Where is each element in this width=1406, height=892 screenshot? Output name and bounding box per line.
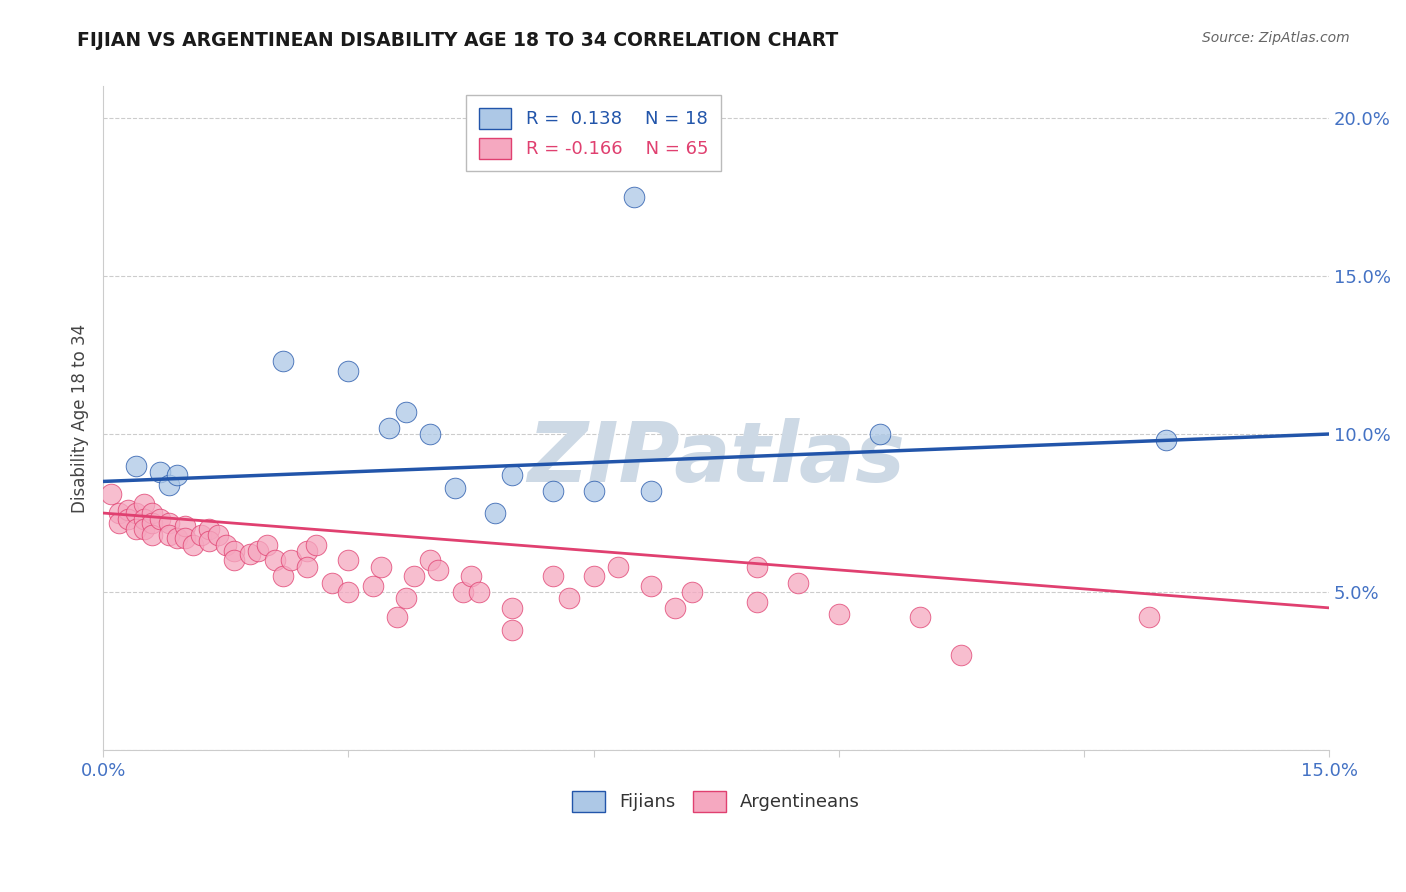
Point <box>125 458 148 473</box>
Point <box>501 468 523 483</box>
Point <box>239 547 262 561</box>
Point <box>157 477 180 491</box>
Point <box>468 585 491 599</box>
Point <box>607 559 630 574</box>
Point <box>304 538 326 552</box>
Point <box>443 481 465 495</box>
Point <box>451 585 474 599</box>
Point <box>108 516 131 530</box>
Point <box>501 600 523 615</box>
Point <box>419 427 441 442</box>
Point <box>337 364 360 378</box>
Point <box>1137 610 1160 624</box>
Point <box>321 575 343 590</box>
Point <box>337 585 360 599</box>
Point <box>681 585 703 599</box>
Point <box>910 610 932 624</box>
Point <box>786 575 808 590</box>
Point <box>173 532 195 546</box>
Point <box>640 483 662 498</box>
Point <box>623 190 645 204</box>
Point <box>198 534 221 549</box>
Point <box>640 579 662 593</box>
Point <box>247 544 270 558</box>
Point <box>419 553 441 567</box>
Point <box>132 512 155 526</box>
Point <box>166 468 188 483</box>
Point <box>387 610 409 624</box>
Point <box>484 506 506 520</box>
Point <box>132 497 155 511</box>
Point <box>271 569 294 583</box>
Point <box>394 405 416 419</box>
Point <box>181 538 204 552</box>
Point <box>828 607 851 622</box>
Point <box>280 553 302 567</box>
Point <box>141 506 163 520</box>
Y-axis label: Disability Age 18 to 34: Disability Age 18 to 34 <box>72 324 89 513</box>
Point <box>141 516 163 530</box>
Text: Source: ZipAtlas.com: Source: ZipAtlas.com <box>1202 31 1350 45</box>
Point <box>869 427 891 442</box>
Point <box>256 538 278 552</box>
Text: ZIPatlas: ZIPatlas <box>527 417 905 499</box>
Point <box>402 569 425 583</box>
Point <box>166 532 188 546</box>
Point <box>141 528 163 542</box>
Point <box>271 354 294 368</box>
Point <box>337 553 360 567</box>
Point <box>198 522 221 536</box>
Point <box>460 569 482 583</box>
Point <box>132 522 155 536</box>
Point <box>745 559 768 574</box>
Point <box>173 518 195 533</box>
Point <box>664 600 686 615</box>
Point <box>501 623 523 637</box>
Point <box>950 648 973 663</box>
Point <box>361 579 384 593</box>
Point <box>222 544 245 558</box>
Point <box>215 538 238 552</box>
Point <box>541 569 564 583</box>
Point <box>149 512 172 526</box>
Point <box>100 487 122 501</box>
Point <box>394 591 416 606</box>
Point <box>745 594 768 608</box>
Point <box>427 563 450 577</box>
Point <box>157 528 180 542</box>
Point <box>297 544 319 558</box>
Point <box>207 528 229 542</box>
Point <box>125 522 148 536</box>
Point <box>117 512 139 526</box>
Legend: Fijians, Argentineans: Fijians, Argentineans <box>562 781 869 821</box>
Point <box>582 483 605 498</box>
Point <box>149 465 172 479</box>
Point <box>378 420 401 434</box>
Point <box>370 559 392 574</box>
Point <box>222 553 245 567</box>
Point <box>157 516 180 530</box>
Point <box>125 506 148 520</box>
Text: FIJIAN VS ARGENTINEAN DISABILITY AGE 18 TO 34 CORRELATION CHART: FIJIAN VS ARGENTINEAN DISABILITY AGE 18 … <box>77 31 838 50</box>
Point <box>190 528 212 542</box>
Point <box>1154 434 1177 448</box>
Point <box>263 553 285 567</box>
Point <box>582 569 605 583</box>
Point <box>297 559 319 574</box>
Point <box>558 591 581 606</box>
Point <box>108 506 131 520</box>
Point <box>541 483 564 498</box>
Point <box>117 503 139 517</box>
